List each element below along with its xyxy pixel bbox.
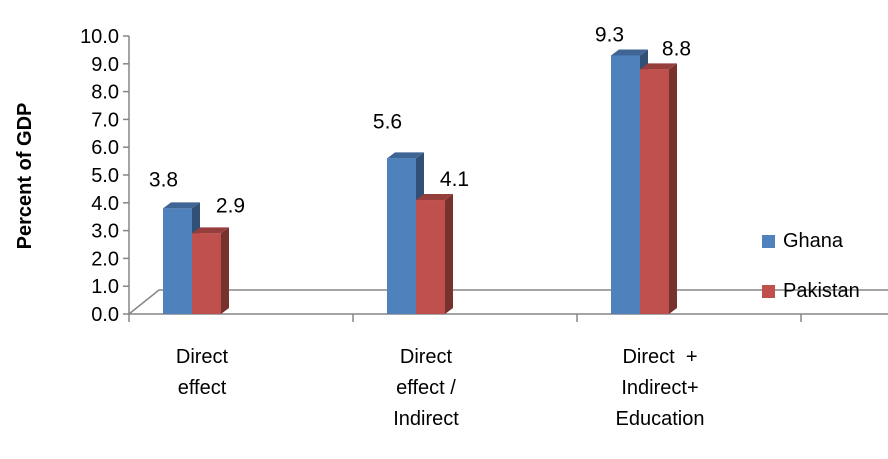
data-label-pakistan-0: 2.9 xyxy=(216,194,245,217)
y-tick-label: 0.0 xyxy=(91,304,119,326)
legend-label-pakistan: Pakistan xyxy=(783,279,860,302)
category-label-1-0: Direct xyxy=(400,346,453,368)
y-tick-label: 6.0 xyxy=(91,137,119,159)
data-label-pakistan-1: 4.1 xyxy=(440,168,469,191)
y-tick-label: 1.0 xyxy=(91,276,119,298)
category-label-2-2: Education xyxy=(616,408,705,430)
data-labels: 3.8 5.6 9.3 2.9 4.1 8.8 xyxy=(149,23,691,217)
category-label-2-1: Indirect+ xyxy=(621,377,698,399)
y-tick-label: 9.0 xyxy=(91,54,119,76)
y-tick-label: 4.0 xyxy=(91,193,119,215)
y-tick-label: 3.0 xyxy=(91,221,119,243)
category-label-1-1: effect / xyxy=(396,377,456,399)
legend: Ghana Pakistan xyxy=(762,228,860,328)
floor-back-edge xyxy=(128,289,888,315)
y-axis-label: Percent of GDP xyxy=(14,103,36,250)
legend-swatch-pakistan xyxy=(762,284,775,298)
bar-pakistan-0 xyxy=(192,227,229,314)
legend-swatch-ghana xyxy=(762,234,775,248)
data-label-ghana-2: 9.3 xyxy=(595,23,624,46)
legend-item-pakistan: Pakistan xyxy=(762,278,860,304)
bar-pakistan-1 xyxy=(416,194,453,314)
category-label-0-0: Direct xyxy=(176,346,229,368)
data-label-ghana-1: 5.6 xyxy=(373,110,402,133)
category-label-2-0: Direct + xyxy=(622,346,697,368)
y-tick-label: 7.0 xyxy=(91,109,119,131)
x-axis-categories: Direct effect Direct effect / Indirect Direct… xyxy=(176,346,705,430)
legend-item-ghana: Ghana xyxy=(762,228,860,254)
data-label-ghana-0: 3.8 xyxy=(149,168,178,191)
category-label-1-2: Indirect xyxy=(393,408,459,430)
category-label-0-1: effect xyxy=(178,377,227,399)
y-tick-label: 2.0 xyxy=(91,248,119,270)
bar-pakistan-2 xyxy=(640,63,677,314)
y-tick-label: 8.0 xyxy=(91,82,119,104)
y-axis-ticks: 0.0 1.0 2.0 3.0 4.0 5.0 6.0 7.0 8.0 9.0 10.0 xyxy=(80,26,129,326)
y-tick-label: 10.0 xyxy=(80,26,119,48)
bars xyxy=(163,49,677,315)
legend-label-ghana: Ghana xyxy=(783,229,844,252)
data-label-pakistan-2: 8.8 xyxy=(662,37,691,60)
y-tick-label: 5.0 xyxy=(91,165,119,187)
